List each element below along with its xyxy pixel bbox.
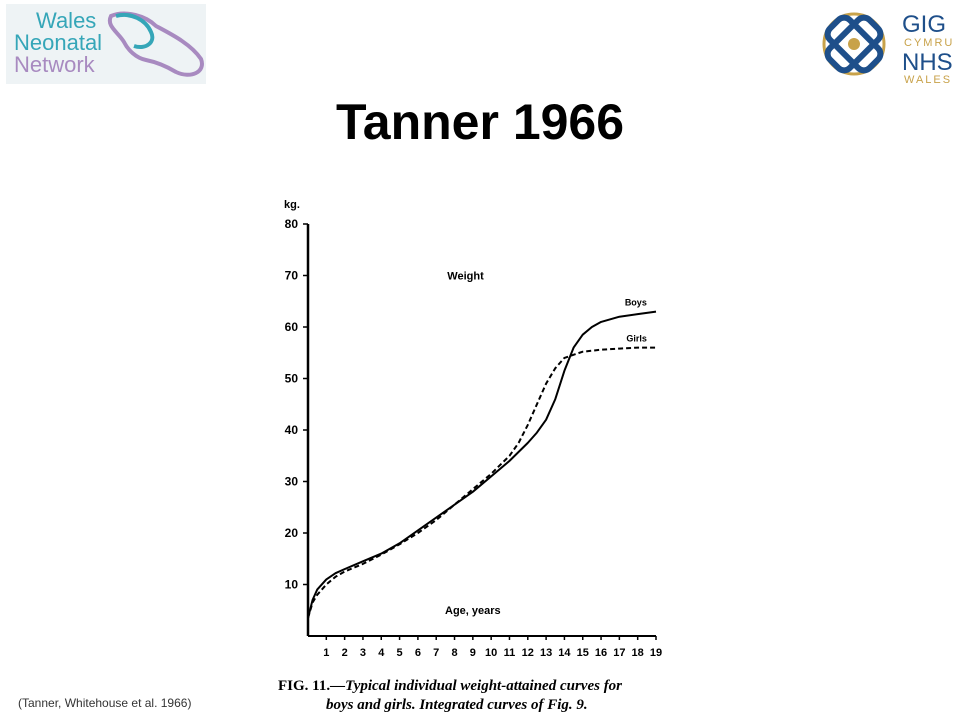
y-tick-label: 30 (285, 475, 299, 489)
x-tick-label: 5 (397, 647, 403, 659)
x-tick-label: 1 (323, 647, 329, 659)
gig-cymru-nhs-wales-logo: GIG CYMRU NHS WALES (810, 2, 958, 86)
x-tick-label: 9 (470, 647, 476, 659)
logo-right-cymru: CYMRU (904, 37, 954, 49)
x-axis-label: Age, years (445, 605, 501, 617)
x-tick-label: 16 (595, 647, 607, 659)
series-label-girls: Girls (626, 334, 647, 344)
logo-left-line-1: Wales (36, 8, 96, 33)
series-line-girls (307, 346, 656, 619)
y-tick-label: 50 (285, 372, 299, 386)
x-tick-label: 4 (378, 647, 385, 659)
slide-title: Tanner 1966 (335, 94, 625, 150)
y-tick-label: 70 (285, 269, 299, 283)
figure-caption-label: FIG. 11. (278, 678, 330, 694)
x-tick-label: 14 (558, 647, 571, 659)
series-line-boys (307, 310, 657, 619)
logo-left-line-2: Neonatal (14, 30, 102, 55)
figure-caption-text-1: —Typical individual weight-attained curv… (329, 678, 622, 694)
weight-chart: kg. Weight Age, years 10 20 30 40 50 60 70 80 1 2… (270, 188, 666, 718)
x-tick-label: 2 (342, 647, 348, 659)
y-tick-label: 20 (285, 526, 299, 540)
logo-right-gig: GIG (902, 11, 946, 38)
x-tick-label: 18 (632, 647, 644, 659)
x-tick-label: 8 (451, 647, 457, 659)
x-tick-label: 19 (650, 647, 662, 659)
series-label-boys: Boys (625, 298, 647, 308)
chart-inner-title: Weight (447, 271, 484, 283)
wales-neonatal-network-logo: Wales Neonatal Network (6, 4, 206, 84)
logo-right-wales: WALES (904, 74, 952, 86)
celtic-knot-icon (822, 12, 886, 76)
x-tick-label: 12 (522, 647, 534, 659)
x-tick-label: 7 (433, 647, 439, 659)
figure-caption-line-2: boys and girls. Integrated curves of Fig… (326, 697, 588, 713)
citation: (Tanner, Whitehouse et al. 1966) (18, 696, 192, 710)
x-tick-label: 3 (360, 647, 366, 659)
logo-right-nhs: NHS (902, 49, 953, 76)
logo-left-line-3: Network (14, 52, 96, 77)
baby-head-icon (115, 13, 155, 49)
x-tick-label: 10 (485, 647, 497, 659)
x-tick-label: 17 (613, 647, 625, 659)
y-tick-label: 10 (285, 578, 299, 592)
x-tick-label: 6 (415, 647, 421, 659)
x-tick-label: 11 (504, 647, 516, 659)
y-tick-label: 40 (285, 423, 299, 437)
x-tick-label: 15 (577, 647, 589, 659)
figure-caption-line-1: FIG. 11.—Typical individual weight-attai… (278, 678, 622, 694)
y-axis-unit-label: kg. (284, 199, 300, 211)
baby-outline-icon (107, 11, 204, 77)
y-tick-label: 80 (285, 217, 299, 231)
y-tick-label: 60 (285, 320, 299, 334)
x-tick-label: 13 (540, 647, 552, 659)
